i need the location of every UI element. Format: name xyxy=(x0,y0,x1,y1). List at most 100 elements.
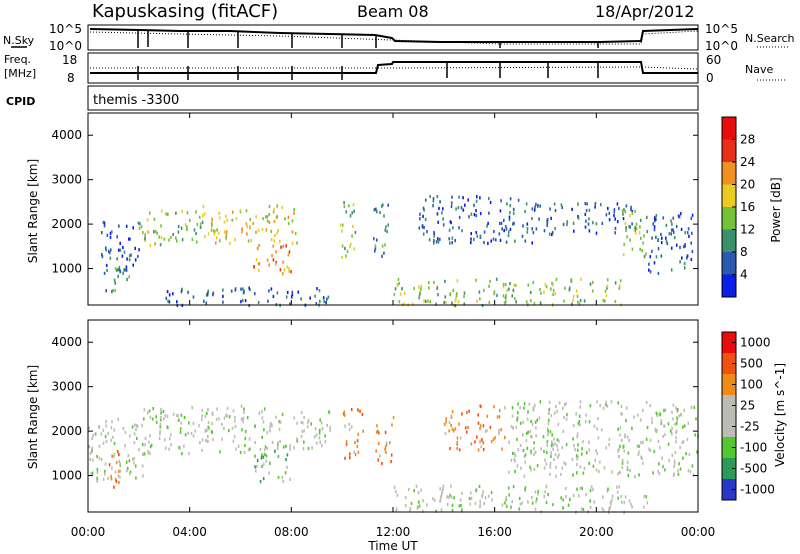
range-cell xyxy=(160,224,162,228)
range-cell xyxy=(577,216,580,220)
power-ylabel: Slant Range [km] xyxy=(26,159,40,263)
range-cell xyxy=(322,296,325,300)
range-cell xyxy=(641,456,643,460)
range-cell xyxy=(548,411,550,415)
range-cell xyxy=(566,220,569,224)
range-cell xyxy=(502,285,505,289)
range-cell xyxy=(294,231,297,236)
range-cell xyxy=(653,228,656,232)
range-cell xyxy=(551,440,553,444)
range-cell xyxy=(130,253,132,257)
range-cell xyxy=(353,209,355,213)
range-cell xyxy=(276,447,279,451)
range-cell xyxy=(176,239,178,243)
range-cell xyxy=(677,469,679,473)
range-cell xyxy=(179,446,181,450)
range-cell xyxy=(225,230,228,234)
range-cell xyxy=(531,496,533,500)
range-cell xyxy=(212,293,214,297)
range-cell xyxy=(482,424,485,428)
range-cell xyxy=(211,217,213,221)
range-cell xyxy=(272,244,275,248)
range-cell xyxy=(635,227,638,231)
range-cell xyxy=(240,404,243,408)
range-cell xyxy=(633,228,636,232)
range-cell xyxy=(435,240,438,244)
range-cell xyxy=(555,465,557,469)
range-cell xyxy=(387,203,389,207)
range-cell xyxy=(529,429,532,434)
range-cell xyxy=(353,247,356,251)
range-cell xyxy=(275,415,277,419)
range-cell xyxy=(289,302,291,306)
range-cell xyxy=(437,220,439,224)
range-cell xyxy=(601,221,604,225)
range-cell xyxy=(437,293,439,297)
range-cell xyxy=(117,417,120,421)
range-cell xyxy=(110,426,113,430)
range-cell xyxy=(90,472,92,476)
range-cell xyxy=(103,221,106,225)
range-cell xyxy=(113,428,116,432)
range-cell xyxy=(137,221,140,225)
range-cell xyxy=(327,295,330,299)
range-cell xyxy=(509,227,512,231)
range-cell xyxy=(420,284,423,288)
range-cell xyxy=(470,496,473,500)
range-cell xyxy=(580,507,583,511)
range-cell xyxy=(628,224,630,229)
range-cell xyxy=(306,425,309,429)
range-cell xyxy=(444,295,447,299)
range-cell xyxy=(314,427,317,431)
range-cell xyxy=(117,450,119,454)
range-cell xyxy=(532,280,535,284)
range-cell xyxy=(160,411,162,415)
range-cell xyxy=(589,506,592,510)
range-cell xyxy=(390,453,393,457)
range-cell xyxy=(693,405,696,409)
range-cell xyxy=(595,468,598,472)
range-cell xyxy=(413,286,415,291)
range-cell xyxy=(511,500,513,504)
range-cell xyxy=(133,432,136,436)
range-cell xyxy=(167,299,169,303)
range-cell xyxy=(649,270,652,274)
range-cell xyxy=(566,222,568,227)
range-cell xyxy=(111,466,113,470)
range-cell xyxy=(230,289,233,293)
range-cell xyxy=(155,420,158,424)
range-cell xyxy=(344,456,346,460)
range-cell xyxy=(495,277,498,281)
range-cell xyxy=(585,413,587,417)
range-cell xyxy=(428,286,430,290)
range-cell xyxy=(218,211,220,215)
range-cell xyxy=(655,235,657,239)
range-cell xyxy=(493,292,495,296)
range-cell xyxy=(675,436,677,440)
range-cell xyxy=(204,235,206,239)
range-cell xyxy=(222,300,224,304)
range-cell xyxy=(138,448,140,452)
range-cell xyxy=(671,222,673,226)
range-cell xyxy=(605,293,608,298)
range-cell xyxy=(452,288,454,292)
range-cell xyxy=(111,290,113,294)
range-cell xyxy=(443,300,445,305)
range-cell xyxy=(665,239,668,243)
colorbar-swatch xyxy=(722,162,736,185)
range-cell xyxy=(508,215,511,219)
range-cell xyxy=(562,429,565,433)
range-cell xyxy=(600,428,603,432)
range-cell xyxy=(210,430,213,434)
range-cell xyxy=(523,474,526,478)
range-cell xyxy=(460,509,463,513)
range-cell xyxy=(525,202,528,206)
range-cell xyxy=(423,226,425,230)
range-cell xyxy=(464,203,466,207)
range-cell xyxy=(627,451,630,455)
range-cell xyxy=(102,220,105,224)
range-cell xyxy=(580,277,582,281)
range-cell xyxy=(533,441,535,445)
range-cell xyxy=(518,507,521,511)
